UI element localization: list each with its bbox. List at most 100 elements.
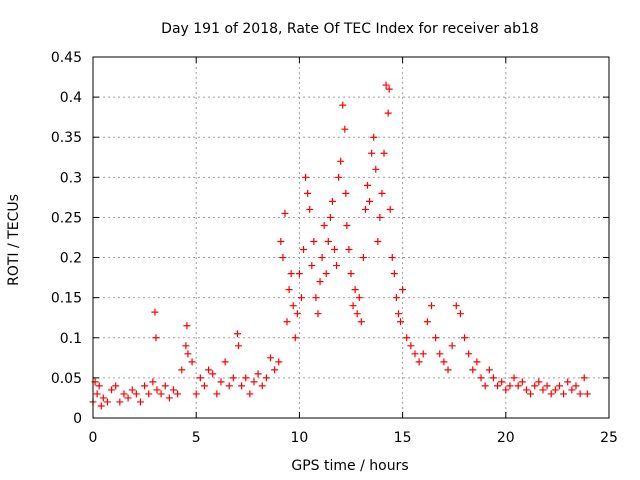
data-point [229, 374, 237, 382]
data-point [473, 358, 481, 366]
data-point [339, 101, 347, 109]
data-point [564, 378, 572, 386]
data-point [432, 334, 440, 342]
data-point [335, 173, 343, 181]
data-point [366, 197, 374, 205]
data-point [502, 386, 510, 394]
data-point [568, 386, 576, 394]
y-tick-label: 0.3 [60, 170, 82, 186]
data-point [465, 350, 473, 358]
data-point [324, 238, 332, 246]
data-point [235, 342, 243, 350]
data-point [322, 270, 330, 278]
data-point [262, 374, 270, 382]
data-point [306, 205, 314, 213]
data-point [238, 382, 246, 390]
data-point [351, 286, 359, 294]
data-point [407, 342, 415, 350]
data-point [543, 382, 551, 390]
data-point [572, 382, 580, 390]
data-point [456, 310, 464, 318]
data-point [535, 378, 543, 386]
data-point [95, 382, 103, 390]
data-point [477, 374, 485, 382]
data-point [308, 262, 316, 270]
data-point [440, 358, 448, 366]
data-point [357, 318, 365, 326]
data-point [225, 382, 233, 390]
data-point [108, 386, 116, 394]
data-point [151, 308, 159, 316]
data-point [136, 398, 144, 406]
data-point [300, 246, 308, 254]
data-point [302, 173, 310, 181]
data-point [165, 394, 173, 402]
data-point [285, 286, 293, 294]
data-point [376, 213, 384, 221]
data-point [411, 350, 419, 358]
x-tick-label: 25 [600, 430, 618, 446]
data-point [316, 278, 324, 286]
data-point [217, 378, 225, 386]
data-point [392, 294, 400, 302]
data-point [196, 374, 204, 382]
data-point [403, 334, 411, 342]
data-point [349, 302, 357, 310]
data-point [343, 221, 351, 229]
data-point [415, 358, 423, 366]
data-point [347, 270, 355, 278]
data-point [314, 310, 322, 318]
data-point [213, 390, 221, 398]
data-point [498, 378, 506, 386]
y-tick-label: 0.05 [51, 371, 82, 387]
data-point [551, 386, 559, 394]
data-point [342, 189, 350, 197]
data-point [277, 238, 285, 246]
data-point [287, 270, 295, 278]
data-point [368, 149, 376, 157]
data-point [246, 390, 254, 398]
data-point [452, 302, 460, 310]
data-point [539, 386, 547, 394]
data-point [188, 358, 196, 366]
y-tick-label: 0.25 [51, 210, 82, 226]
data-point [481, 382, 489, 390]
data-point [372, 165, 380, 173]
x-tick-label: 0 [89, 430, 98, 446]
data-point [178, 366, 186, 374]
data-point [384, 109, 392, 117]
data-point [93, 390, 101, 398]
data-point [297, 294, 305, 302]
data-point [200, 382, 208, 390]
data-point [128, 386, 136, 394]
data-point [436, 350, 444, 358]
data-point [161, 382, 169, 390]
data-point [145, 390, 153, 398]
data-point [275, 358, 283, 366]
data-point [289, 302, 297, 310]
data-point [399, 286, 407, 294]
data-point [355, 294, 363, 302]
data-point [576, 390, 584, 398]
x-ticks: 0 5 10 15 20 25 [89, 57, 618, 446]
data-point [506, 382, 514, 390]
data-point [291, 334, 299, 342]
data-point [374, 238, 382, 246]
data-point [209, 370, 217, 378]
data-point [320, 221, 328, 229]
data-point [378, 189, 386, 197]
data-point [250, 378, 258, 386]
data-point [485, 366, 493, 374]
x-tick-label: 5 [192, 430, 201, 446]
data-point [444, 366, 452, 374]
y-ticks: 0 0.05 0.1 0.15 0.2 0.25 0.3 0.35 0.4 0.45 [51, 50, 609, 427]
data-point [184, 350, 192, 358]
data-point [580, 374, 588, 382]
data-point [242, 374, 250, 382]
data-point [388, 254, 396, 262]
data-point [310, 238, 318, 246]
data-point [281, 209, 289, 217]
data-point [205, 366, 213, 374]
data-point [169, 386, 177, 394]
